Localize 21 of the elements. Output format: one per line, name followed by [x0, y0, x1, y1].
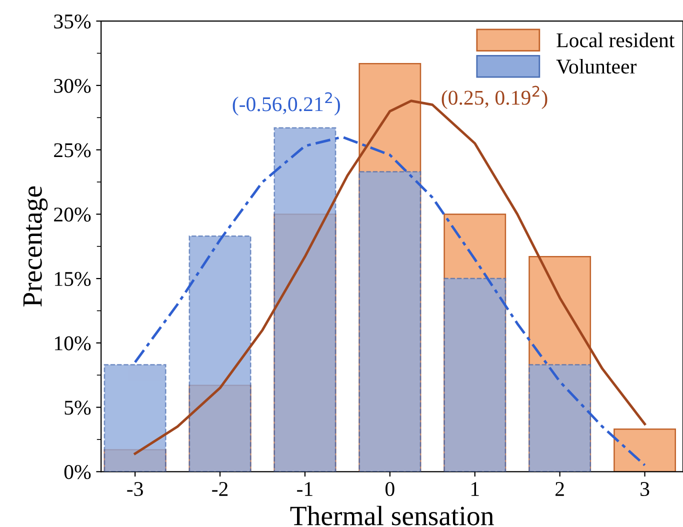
x-tick-label: 0: [386, 482, 394, 496]
x-tick-label: -3: [127, 482, 143, 496]
x-axis-title: Thermal sensation: [290, 506, 494, 526]
y-tick-label: 20%: [54, 208, 91, 222]
x-tick-label: -2: [212, 482, 228, 496]
y-tick-label: 5%: [64, 400, 91, 415]
x-tick-label: 3: [640, 482, 650, 496]
annotation: (0.25, 0.19$^{2}$): [442, 86, 548, 110]
x-tick-label: 1: [471, 482, 479, 496]
legend-label: Volunteer: [556, 58, 637, 74]
y-tick-label: 0%: [64, 465, 91, 480]
y-tick-label: 10%: [55, 336, 91, 350]
y-tick-label: 30%: [54, 78, 91, 93]
x-tick-label: 2: [556, 482, 564, 496]
x-tick-label: -1: [297, 482, 312, 496]
y-tick-label: 35%: [54, 14, 91, 29]
y-tick-label: 25%: [54, 143, 91, 158]
annotation: (-0.56,0.21$^{2}$): [232, 92, 340, 116]
y-axis-title: Precentage: [23, 186, 48, 306]
y-tick-label: 15%: [55, 272, 91, 286]
legend-label: Local resident: [556, 32, 675, 48]
